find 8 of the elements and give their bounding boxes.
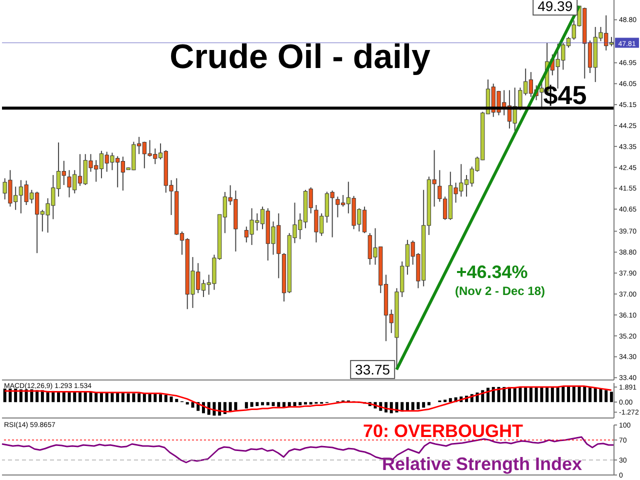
- ref-line-label: 70: OVERBOUGHT: [362, 421, 524, 441]
- annotation: Relative Strength Index: [382, 454, 582, 475]
- ref-line-label: $45: [543, 80, 587, 110]
- data-label: 33.75: [355, 362, 390, 378]
- annotation: +46.34%: [456, 262, 528, 283]
- annotation: (Nov 2 - Dec 18): [454, 284, 546, 298]
- text: Crude Oil - daily: [168, 38, 432, 77]
- data-label: 49.39: [538, 0, 573, 14]
